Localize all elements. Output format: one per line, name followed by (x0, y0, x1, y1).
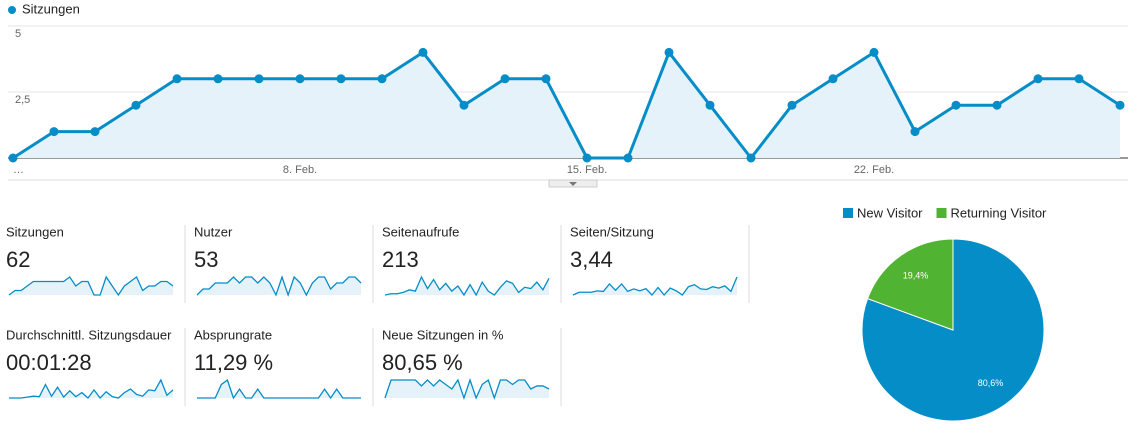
sparkline-area (385, 277, 549, 295)
legend-label: New Visitor (857, 205, 923, 220)
point (582, 153, 592, 163)
sparkline (8, 275, 174, 297)
sparkline-area (9, 380, 173, 398)
sparkline (572, 276, 738, 297)
point (705, 100, 715, 110)
point (131, 100, 141, 110)
x-tick-label: 22. Feb. (854, 164, 894, 176)
sparkline-area (197, 380, 361, 398)
sparkline (384, 275, 550, 297)
legend-label: Returning Visitor (951, 205, 1048, 220)
point (910, 127, 920, 137)
point (1115, 100, 1125, 110)
toggle-arrow (569, 182, 577, 186)
line (12, 50, 1121, 160)
metric-label: Seitenaufrufe (382, 224, 459, 239)
point (746, 153, 756, 163)
metric-label: Sitzungen (6, 224, 64, 239)
metric-label: Durchschnittl. Sitzungsdauer (6, 327, 172, 342)
metric-value: 11,29 % (194, 350, 273, 375)
point (1033, 74, 1043, 84)
legend-swatch (8, 6, 16, 14)
x-tick-label: 8. Feb. (283, 164, 317, 176)
slice-label: 19,4% (903, 271, 929, 281)
point (541, 74, 551, 84)
x-tick-label: 15. Feb. (567, 164, 607, 176)
point (418, 47, 428, 57)
metric-label: Nutzer (194, 224, 233, 239)
legend-swatch (843, 208, 853, 218)
x-tick-label: … (13, 164, 24, 176)
point (664, 47, 674, 57)
point (49, 127, 59, 137)
slice-label: 80,6% (978, 378, 1004, 388)
legend-label: Sitzungen (22, 1, 80, 16)
point (377, 74, 387, 84)
sparkline (197, 378, 361, 400)
point (828, 74, 838, 84)
point (90, 127, 100, 137)
metric-value: 00:01:28 (6, 350, 92, 375)
sparkline (196, 274, 362, 298)
point (336, 74, 346, 84)
point (623, 153, 633, 163)
point (992, 100, 1002, 110)
metric-label: Absprungrate (194, 327, 272, 342)
metric-label: Seiten/Sitzung (570, 224, 654, 239)
point (295, 74, 305, 84)
point (172, 74, 182, 84)
metric-value: 62 (6, 247, 30, 272)
metric-value: 3,44 (570, 247, 613, 272)
point (8, 153, 18, 163)
y-tick-label: 5 (15, 28, 21, 40)
pie-slice (866, 238, 954, 331)
point (213, 74, 223, 84)
point (1074, 74, 1084, 84)
legend-swatch (936, 208, 947, 218)
point (500, 74, 510, 84)
metric-value: 213 (382, 247, 419, 272)
point (787, 100, 797, 110)
sparkline-area (573, 277, 737, 295)
metric-value: 53 (194, 247, 218, 272)
point (869, 47, 879, 57)
point (951, 100, 961, 110)
point (459, 100, 469, 110)
metric-label: Neue Sitzungen in % (382, 327, 504, 342)
y-tick-label: 2,5 (15, 94, 30, 106)
sparkline (384, 377, 550, 401)
sparkline (9, 378, 174, 400)
point (254, 74, 264, 84)
metric-value: 80,65 % (382, 350, 463, 375)
